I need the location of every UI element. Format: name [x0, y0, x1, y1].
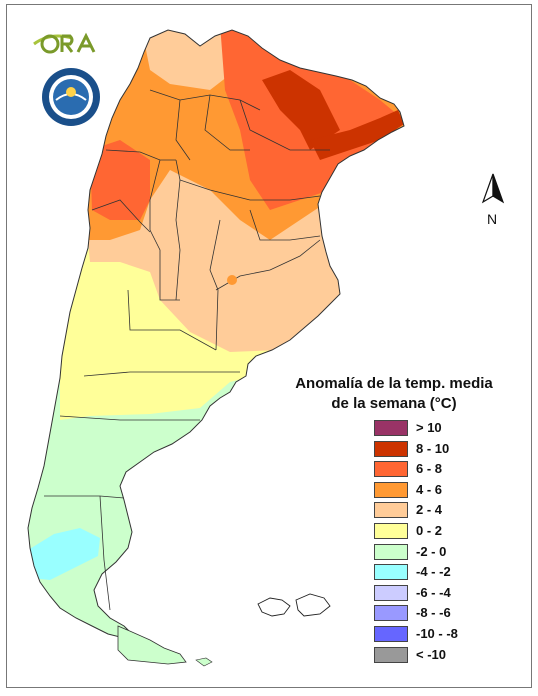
- legend-title-line1: Anomalía de la temp. media: [295, 375, 493, 392]
- legend-swatch: [374, 461, 408, 478]
- north-label: N: [487, 211, 497, 227]
- legend-swatch: [374, 605, 408, 622]
- legend-label: 6 - 8: [416, 461, 443, 477]
- legend-label: 8 - 10: [416, 440, 450, 456]
- legend-swatch: [374, 522, 408, 539]
- legend-label: -2 - 0: [416, 543, 447, 559]
- legend-swatch: [374, 646, 408, 663]
- legend-swatch: [374, 543, 408, 560]
- north-arrow: N: [478, 172, 508, 232]
- legend-swatch: [374, 440, 408, 457]
- zone-8-10-east: [310, 110, 404, 160]
- legend-label: 4 - 6: [416, 481, 443, 497]
- malvinas-west: [257, 597, 291, 617]
- legend-swatch: [374, 625, 408, 642]
- legend-label: 2 - 4: [416, 502, 443, 518]
- legend-label: -8 - -6: [416, 605, 451, 621]
- province-borders: [44, 89, 330, 611]
- ora-logo-icon: [33, 32, 96, 54]
- legend-label: -6 - -4: [416, 584, 451, 600]
- legend-swatch: [374, 502, 408, 519]
- smn-seal: [40, 66, 102, 128]
- legend-swatch: [374, 564, 408, 581]
- zone-2-4-north: [140, 30, 240, 90]
- legend-swatch: [374, 481, 408, 498]
- legend-label: < -10: [416, 646, 446, 662]
- legend-title-line2: de la semana (°C): [331, 395, 457, 412]
- tierra-del-fuego: [117, 625, 187, 665]
- legend-label: > 10: [416, 420, 442, 435]
- legend-swatch: [374, 420, 408, 436]
- malvinas-east: [295, 593, 331, 617]
- legend-label: -4 - -2: [416, 564, 451, 580]
- north-arrow-icon: N: [481, 173, 505, 227]
- isla-estados: [195, 657, 213, 667]
- legend-label: -10 - -8: [416, 625, 458, 641]
- ora-logo: [32, 30, 104, 60]
- zone-8-10-north: [262, 70, 340, 150]
- seal-icon: [42, 68, 100, 126]
- map-frame: [6, 4, 532, 688]
- legend-swatch: [374, 584, 408, 601]
- zone-minus4-minus2: [28, 528, 100, 580]
- legend-title: Anomalía de la temp. media de la semana …: [290, 374, 498, 414]
- legend-label: 0 - 2: [416, 522, 443, 538]
- zone-6-8-northwest: [90, 140, 150, 220]
- orange-spot: [227, 275, 237, 285]
